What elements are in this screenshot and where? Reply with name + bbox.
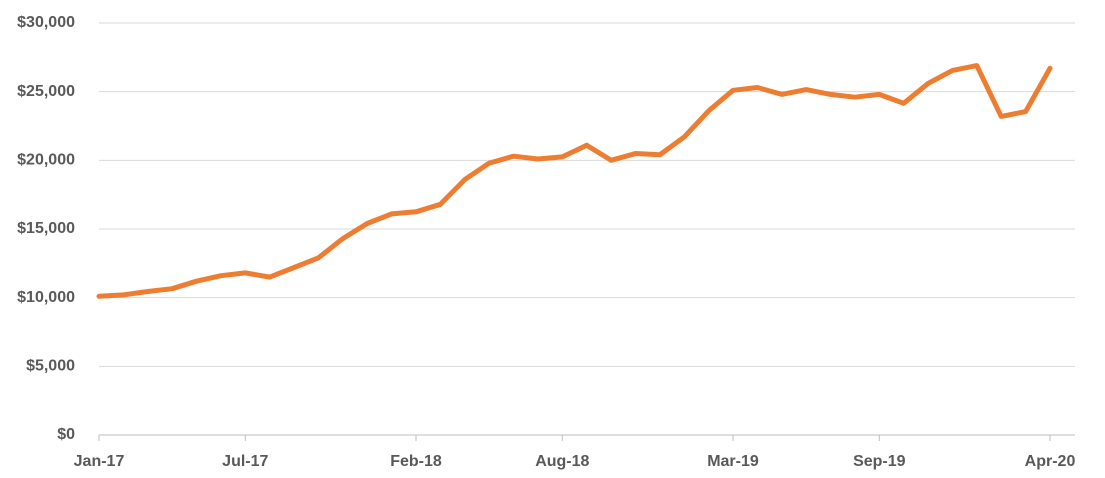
x-tick-label: Mar-19: [707, 453, 759, 470]
x-tick-label: Jan-17: [74, 453, 125, 470]
y-tick-label: $20,000: [17, 152, 75, 169]
x-tick-label: Apr-20: [1025, 453, 1076, 470]
x-tick-label: Sep-19: [853, 453, 906, 470]
y-tick-label: $15,000: [17, 220, 75, 237]
x-tick-label: Jul-17: [222, 453, 268, 470]
y-tick-label: $5,000: [26, 358, 75, 375]
y-tick-label: $30,000: [17, 14, 75, 31]
x-tick-label: Aug-18: [535, 453, 589, 470]
y-tick-label: $0: [57, 426, 75, 443]
data-line: [96, 63, 1053, 299]
y-tick-label: $25,000: [17, 83, 75, 100]
y-tick-label: $10,000: [17, 289, 75, 306]
x-tick-label: Feb-18: [390, 453, 442, 470]
